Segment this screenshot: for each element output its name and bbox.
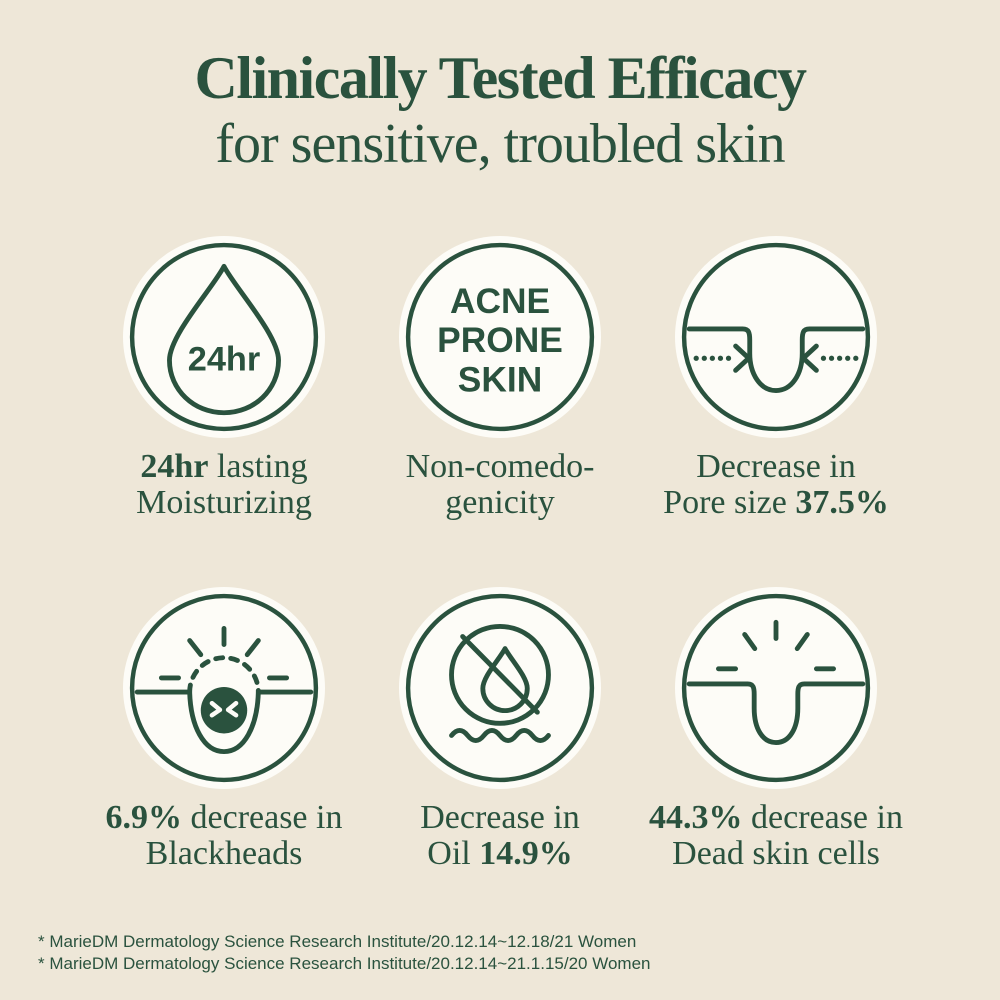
blackhead-icon: [123, 587, 325, 789]
svg-text:SKIN: SKIN: [458, 361, 542, 400]
feature-dead-skin-cells: 44.3% decrease in Dead skin cells: [638, 587, 914, 872]
features-grid: 24hr 24hr lasting Moisturizing ACNE PRON…: [0, 236, 1000, 872]
feature-moisturizing: 24hr 24hr lasting Moisturizing: [86, 236, 362, 521]
header: Clinically Tested Efficacy for sensitive…: [0, 0, 1000, 172]
feature-oil: Decrease in Oil 14.9%: [362, 587, 638, 872]
pore-clear-rays-icon: [675, 587, 877, 789]
feature-pore-size: Decrease in Pore size 37.5%: [638, 236, 914, 521]
acne-prone-skin-icon: ACNE PRONE SKIN: [399, 236, 601, 438]
feature-caption: 6.9% decrease in Blackheads: [105, 799, 343, 872]
page-title: Clinically Tested Efficacy: [194, 45, 807, 111]
page-subtitle: for sensitive, troubled skin: [215, 113, 785, 175]
svg-text:ACNE: ACNE: [450, 282, 550, 321]
water-drop-24hr-icon: 24hr: [123, 236, 325, 438]
svg-text:24hr: 24hr: [188, 340, 261, 378]
no-oil-drop-wave-icon: [399, 587, 601, 789]
footnote-line: * MarieDM Dermatology Science Research I…: [38, 954, 651, 973]
feature-caption: Non-comedo- genicity: [405, 448, 595, 521]
pore-shrink-arrows-icon: [675, 236, 877, 438]
feature-caption: Decrease in Oil 14.9%: [420, 799, 580, 872]
feature-caption: 24hr lasting Moisturizing: [136, 448, 312, 521]
footnote-line: * MarieDM Dermatology Science Research I…: [38, 932, 637, 951]
svg-text:PRONE: PRONE: [437, 321, 563, 360]
feature-non-comedogenicity: ACNE PRONE SKIN Non-comedo- genicity: [362, 236, 638, 521]
footnotes: * MarieDM Dermatology Science Research I…: [38, 931, 650, 975]
feature-caption: 44.3% decrease in Dead skin cells: [649, 799, 903, 872]
feature-caption: Decrease in Pore size 37.5%: [663, 448, 889, 521]
feature-blackheads: 6.9% decrease in Blackheads: [86, 587, 362, 872]
